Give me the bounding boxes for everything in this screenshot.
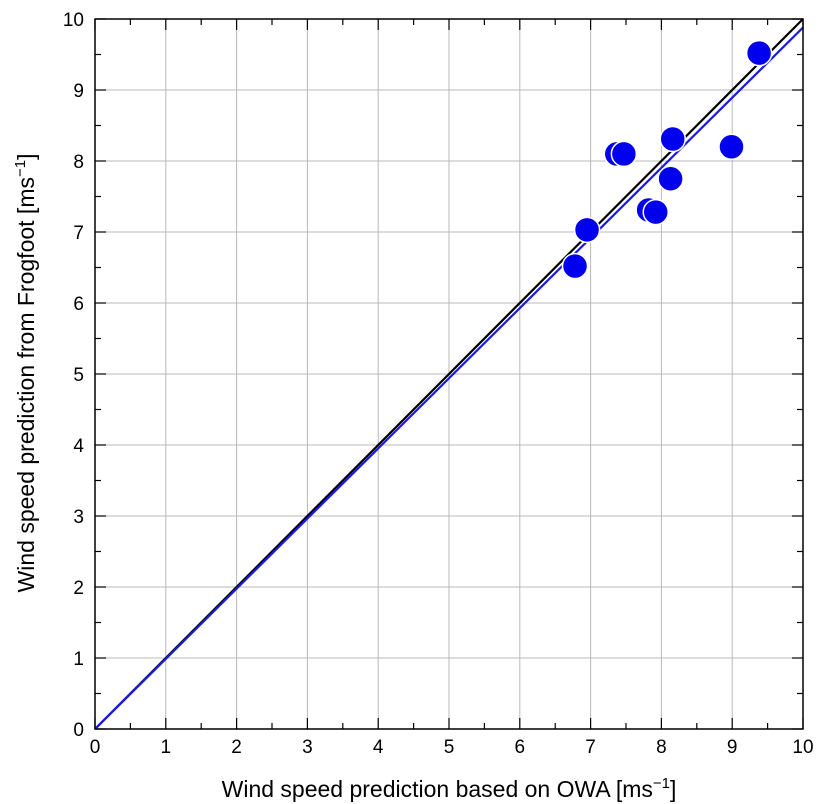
data-point	[573, 216, 601, 244]
y-tick-label: 10	[63, 10, 84, 31]
plot-frame	[94, 18, 804, 730]
x-tick-label: 8	[656, 737, 667, 758]
y-tick-label: 5	[73, 365, 84, 386]
data-point	[745, 39, 773, 67]
x-tick-label: 7	[585, 737, 596, 758]
data-point	[718, 133, 745, 161]
x-axis-title-suffix: ]	[670, 776, 676, 802]
x-tick-label: 0	[90, 737, 101, 758]
data-point	[657, 165, 684, 192]
data-points	[561, 39, 773, 280]
y-tick-label: 8	[73, 152, 84, 173]
x-tick-label: 3	[302, 737, 313, 758]
y-tick-label: 2	[73, 578, 84, 599]
x-axis-title-exponent: −1	[653, 775, 670, 792]
x-tick-label: 5	[444, 737, 455, 758]
y-tick-label: 3	[73, 507, 84, 528]
y-tick-label: 9	[73, 81, 84, 102]
data-point	[642, 198, 669, 226]
x-axis-title: Wind speed prediction based on OWA [ms−1…	[222, 775, 677, 802]
data-point	[659, 125, 686, 153]
x-tick-labels: 0 1 2 3 4 5 6 7 8 9 10	[90, 737, 814, 758]
x-tick-label: 9	[727, 737, 738, 758]
y-tick-label: 7	[73, 223, 84, 244]
x-tick-label: 6	[515, 737, 526, 758]
x-tick-label: 2	[231, 737, 242, 758]
x-axis-title-text: Wind speed prediction based on OWA [ms	[222, 776, 653, 802]
y-axis-title-suffix: ]	[13, 154, 39, 160]
regression-line	[94, 26, 804, 730]
data-point	[610, 140, 638, 168]
data-point	[561, 252, 589, 280]
y-tick-label: 6	[73, 294, 84, 315]
y-axis-title: Wind speed prediction from Frogfoot [ms−…	[12, 154, 39, 593]
x-tick-label: 4	[373, 737, 384, 758]
y-axis-title-text: Wind speed prediction from Frogfoot [ms	[13, 177, 39, 592]
x-tick-label: 1	[161, 737, 172, 758]
y-tick-labels: 0 1 2 3 4 5 6 7 8 9 10	[63, 10, 85, 741]
y-axis-title-exponent: −1	[12, 160, 29, 177]
y-tick-label: 0	[73, 720, 84, 741]
x-tick-label: 10	[792, 737, 813, 758]
y-tick-label: 4	[73, 436, 84, 457]
y-tick-label: 1	[73, 649, 84, 670]
